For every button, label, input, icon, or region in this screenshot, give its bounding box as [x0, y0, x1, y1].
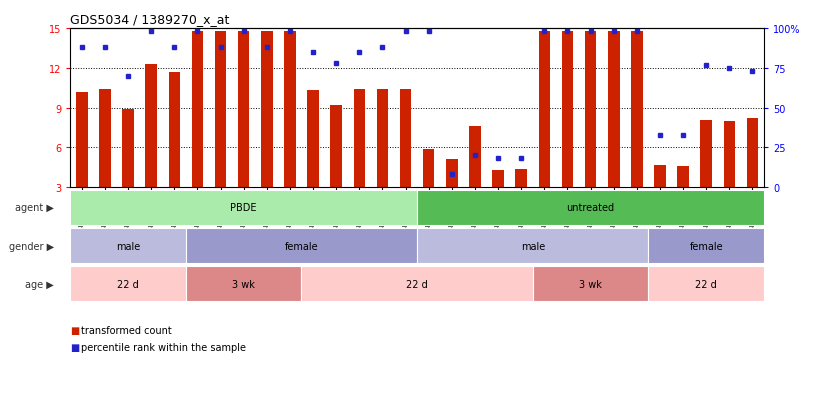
Text: male: male [520, 241, 545, 251]
Bar [747, 119, 758, 188]
Bar [654, 165, 666, 188]
Bar [608, 31, 620, 188]
Bar [417, 190, 764, 225]
Bar [186, 228, 417, 263]
Text: ■: ■ [70, 325, 79, 335]
Text: 22 d: 22 d [406, 279, 428, 289]
Bar [446, 160, 458, 188]
Bar [99, 90, 111, 188]
Bar [145, 65, 157, 188]
Text: transformed count: transformed count [81, 325, 172, 335]
Text: gender ▶: gender ▶ [9, 241, 54, 251]
Text: PBDE: PBDE [230, 203, 257, 213]
Bar [562, 31, 573, 188]
Bar [186, 266, 301, 301]
Bar [70, 228, 186, 263]
Bar [677, 166, 689, 188]
Text: agent ▶: agent ▶ [15, 203, 54, 213]
Bar [417, 228, 648, 263]
Bar [330, 106, 342, 188]
Text: 22 d: 22 d [117, 279, 139, 289]
Text: untreated: untreated [567, 203, 615, 213]
Bar [261, 31, 273, 188]
Bar [70, 266, 186, 301]
Text: female: female [285, 241, 318, 251]
Bar [301, 266, 533, 301]
Bar [648, 266, 764, 301]
Bar [284, 31, 296, 188]
Bar [122, 109, 134, 188]
Text: age ▶: age ▶ [26, 279, 54, 289]
Text: 3 wk: 3 wk [579, 279, 602, 289]
Text: ■: ■ [70, 342, 79, 352]
Bar [515, 169, 527, 188]
Bar [648, 228, 764, 263]
Text: percentile rank within the sample: percentile rank within the sample [81, 342, 246, 352]
Bar [492, 171, 504, 188]
Bar [354, 90, 365, 188]
Bar [469, 127, 481, 188]
Bar [631, 31, 643, 188]
Bar [377, 90, 388, 188]
Bar [700, 120, 712, 188]
Bar [215, 31, 226, 188]
Bar [76, 93, 88, 188]
Bar [70, 190, 417, 225]
Bar [400, 90, 411, 188]
Text: male: male [116, 241, 140, 251]
Bar [539, 31, 550, 188]
Text: GDS5034 / 1389270_x_at: GDS5034 / 1389270_x_at [70, 13, 230, 26]
Bar [238, 31, 249, 188]
Bar [169, 73, 180, 188]
Bar [585, 31, 596, 188]
Text: 22 d: 22 d [695, 279, 717, 289]
Text: 3 wk: 3 wk [232, 279, 255, 289]
Bar [423, 150, 434, 188]
Text: female: female [690, 241, 723, 251]
Bar [192, 31, 203, 188]
Bar [533, 266, 648, 301]
Bar [724, 121, 735, 188]
Bar [307, 91, 319, 188]
